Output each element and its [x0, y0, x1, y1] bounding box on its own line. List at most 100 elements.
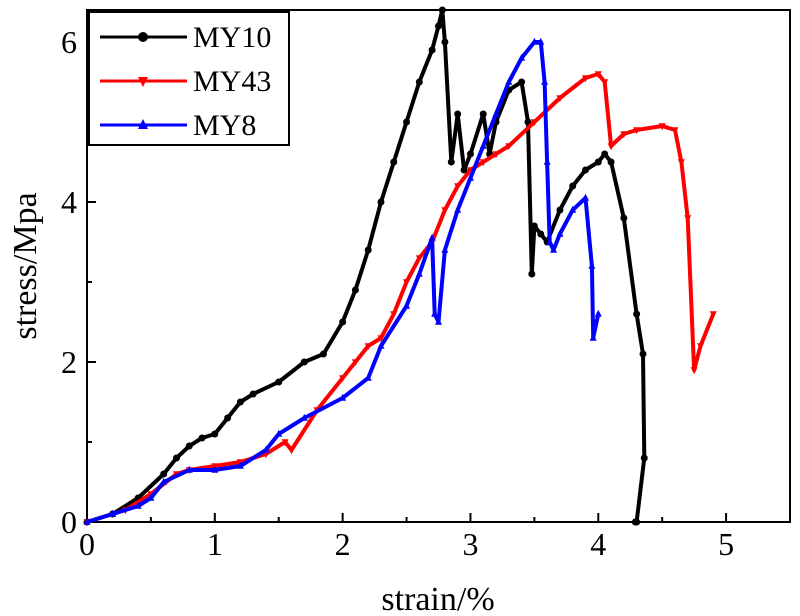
data-point — [709, 311, 717, 319]
data-point — [607, 158, 615, 166]
data-point — [690, 367, 698, 375]
data-point — [530, 119, 538, 127]
data-point — [454, 110, 462, 118]
data-point — [160, 470, 168, 478]
data-point — [428, 46, 436, 54]
data-point — [556, 95, 564, 103]
data-point — [518, 53, 526, 61]
data-point — [601, 79, 609, 87]
data-point — [403, 118, 411, 126]
data-point — [275, 429, 283, 437]
data-point — [435, 22, 442, 30]
data-point — [138, 32, 148, 42]
data-point — [620, 214, 628, 222]
data-point — [134, 501, 142, 509]
data-point — [390, 311, 398, 319]
data-point — [460, 166, 468, 174]
data-point — [677, 159, 685, 167]
series-my10 — [83, 6, 648, 526]
data-point — [492, 109, 500, 117]
data-point — [403, 301, 411, 309]
data-point — [438, 6, 446, 14]
data-point — [377, 198, 385, 206]
data-point — [377, 335, 385, 343]
data-point — [300, 413, 308, 421]
data-point — [435, 317, 442, 325]
x-tick-label: 5 — [718, 526, 734, 562]
data-point — [589, 333, 597, 341]
data-point — [281, 439, 289, 447]
legend-entry: MY43 — [100, 65, 271, 98]
data-point — [697, 343, 705, 351]
data-point — [569, 205, 577, 213]
legend-entry: MY10 — [100, 21, 271, 54]
data-point — [319, 350, 327, 358]
data-point — [518, 78, 526, 86]
plot-frame — [86, 9, 791, 523]
data-point — [224, 414, 232, 422]
data-point — [594, 309, 602, 317]
data-point — [428, 233, 436, 241]
data-point — [351, 359, 359, 367]
data-point — [620, 131, 628, 139]
data-point — [556, 206, 564, 214]
data-point — [138, 77, 148, 87]
data-point — [339, 318, 347, 326]
x-axis-title: strain/% — [381, 581, 494, 616]
legend-label: MY8 — [193, 109, 256, 142]
data-point — [550, 245, 558, 253]
y-axis-title: stress/Mpa — [7, 192, 44, 339]
data-point — [639, 350, 647, 358]
data-point — [300, 358, 308, 366]
data-point — [441, 38, 449, 46]
data-point — [684, 215, 692, 223]
y-tick-label: 4 — [61, 184, 77, 220]
data-point — [415, 269, 423, 277]
data-point — [492, 151, 500, 159]
x-axis-ticks: 0 1 2 3 4 5 — [79, 513, 791, 562]
series-group — [83, 6, 717, 527]
data-point — [441, 245, 449, 253]
x-tick-label: 0 — [79, 526, 95, 562]
x-tick-label: 3 — [462, 526, 478, 562]
legend-label: MY10 — [193, 21, 271, 54]
x-tick-label: 1 — [207, 526, 223, 562]
data-point — [109, 509, 117, 517]
legend-label: MY43 — [193, 65, 271, 98]
data-point — [530, 37, 538, 45]
data-point — [447, 158, 455, 166]
x-tick-label: 4 — [590, 526, 606, 562]
data-point — [479, 159, 487, 167]
data-point — [390, 158, 398, 166]
data-point — [479, 141, 487, 149]
data-point — [236, 461, 244, 469]
data-point — [403, 279, 411, 287]
data-point — [479, 110, 487, 118]
data-point — [633, 310, 641, 318]
legend-entry: MY8 — [100, 109, 256, 142]
data-point — [339, 393, 347, 401]
data-point — [658, 123, 666, 131]
data-point — [275, 378, 283, 386]
data-point — [537, 230, 545, 238]
data-point — [364, 373, 372, 381]
data-point — [339, 375, 347, 383]
data-point — [351, 286, 359, 294]
data-point — [528, 270, 536, 278]
legend: MY10 MY43 MY8 — [88, 11, 290, 146]
x-tick-label: 2 — [335, 526, 351, 562]
data-point — [160, 477, 168, 485]
data-point — [364, 246, 372, 254]
data-point — [185, 465, 193, 473]
data-point — [172, 454, 180, 462]
data-point — [454, 205, 462, 213]
data-point — [633, 127, 641, 135]
data-point — [364, 343, 372, 351]
data-point — [262, 445, 270, 453]
data-point — [415, 255, 423, 263]
data-point — [537, 37, 545, 45]
data-point — [236, 398, 244, 406]
series-my8 — [83, 37, 602, 525]
data-point — [543, 157, 551, 165]
data-point — [541, 77, 549, 85]
